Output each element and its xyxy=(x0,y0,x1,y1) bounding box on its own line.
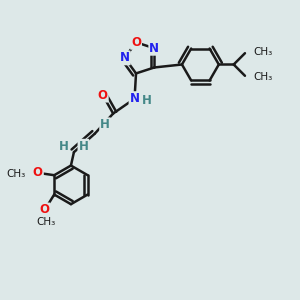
Text: O: O xyxy=(131,36,141,49)
Text: O: O xyxy=(40,203,50,217)
Text: CH₃: CH₃ xyxy=(37,218,56,227)
Text: CH₃: CH₃ xyxy=(253,47,272,57)
Text: O: O xyxy=(98,88,108,102)
Text: H: H xyxy=(79,140,88,153)
Text: H: H xyxy=(142,94,152,107)
Text: O: O xyxy=(33,166,43,179)
Text: N: N xyxy=(130,92,140,105)
Text: H: H xyxy=(58,140,68,153)
Text: H: H xyxy=(100,118,110,131)
Text: CH₃: CH₃ xyxy=(253,72,272,82)
Text: CH₃: CH₃ xyxy=(6,169,26,179)
Text: N: N xyxy=(149,42,159,55)
Text: N: N xyxy=(120,51,130,64)
